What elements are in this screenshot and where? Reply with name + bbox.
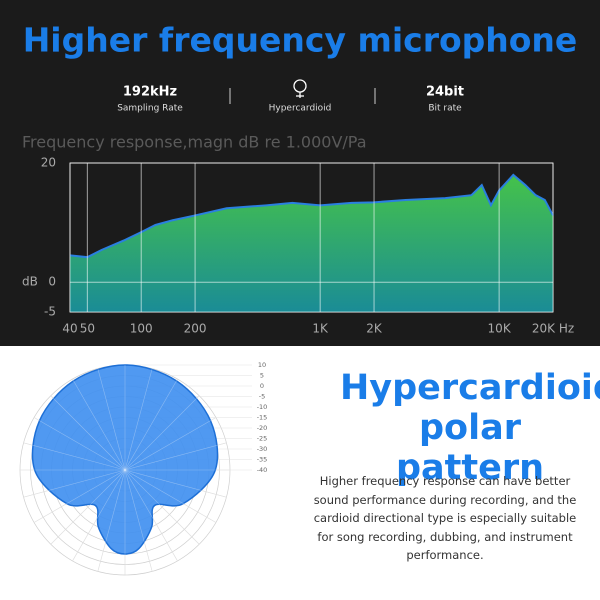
y-tick-label: -5: [44, 305, 56, 319]
area: [70, 174, 553, 312]
polar-pattern: [31, 364, 219, 555]
r-tick-label: 10: [258, 361, 266, 369]
x-tick-label: 100: [130, 322, 153, 336]
r-tick-label: -40: [257, 466, 268, 474]
r-tick-label: -15: [257, 414, 268, 422]
r-tick-label: -5: [259, 393, 265, 401]
r-tick-label: -20: [257, 424, 268, 432]
x-tick-label: 200: [184, 322, 207, 336]
spoke-over: [72, 469, 126, 562]
x-tick-label: 40: [62, 322, 77, 336]
spoke-over: [124, 469, 200, 545]
spec-value: 24bit: [426, 85, 464, 100]
spoke-over: [124, 469, 227, 498]
spec-label: Hypercardioid: [269, 104, 332, 114]
page-title: Higher frequency microphone: [23, 21, 578, 60]
spoke-over: [23, 469, 126, 498]
spec-label: Bit rate: [428, 104, 462, 114]
x-tick-label: 20K Hz: [532, 322, 574, 336]
r-tick-label: -10: [257, 403, 268, 411]
spoke-over: [50, 469, 126, 545]
spoke-over: [124, 469, 178, 562]
spoke-over: [33, 417, 126, 471]
y-tick-label: 0: [48, 275, 56, 289]
x-tick-label: 50: [80, 322, 95, 336]
frequency-chart: 40 50 100 200 1K 2K 10K 20K Hz -5 0 20 dB: [22, 156, 574, 336]
y-axis-label: dB: [22, 275, 38, 289]
description: Higher frequency response can have bette…: [313, 474, 577, 562]
section-title: Hypercardioid polar pattern: [340, 368, 600, 488]
r-tick-label: 0: [260, 382, 264, 390]
mic-icon: [293, 79, 307, 98]
spoke-over: [23, 442, 126, 471]
spoke-over: [97, 368, 126, 471]
spoke-over: [124, 395, 200, 471]
spoke-over: [124, 469, 153, 572]
spoke-over: [33, 469, 126, 523]
spec-value: 192kHz: [123, 85, 177, 100]
x-tick-label: 2K: [366, 322, 383, 336]
x-tick-label: 10K: [488, 322, 512, 336]
r-tick-label: -30: [257, 445, 268, 453]
polar-chart: 10 5 0 -5 -10 -15 -20 -25 -30 -35 -40: [19, 361, 268, 576]
spec-label: Sampling Rate: [117, 104, 183, 114]
r-tick-label: 5: [260, 372, 264, 380]
y-tick-label: 20: [41, 156, 56, 170]
spoke-over: [124, 378, 178, 471]
r-tick-label: -35: [257, 456, 268, 464]
spoke-over: [50, 395, 126, 471]
spoke-over: [124, 442, 227, 471]
x-tick-label: 1K: [312, 322, 329, 336]
spoke-over: [124, 417, 217, 471]
spoke-over: [97, 469, 126, 572]
spoke-over: [124, 368, 153, 471]
r-tick-label: -25: [257, 435, 268, 443]
chart-title: Frequency response,magn dB re 1.000V/Pa: [22, 133, 367, 152]
spoke-over: [72, 378, 126, 471]
spoke-over: [124, 469, 217, 523]
